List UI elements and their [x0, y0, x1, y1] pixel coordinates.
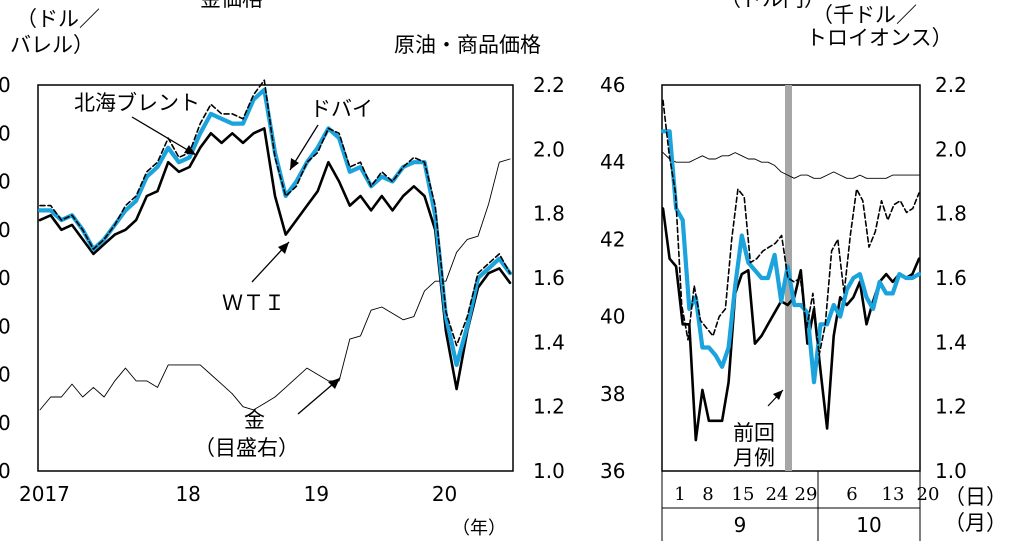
chart-title-left: 金価格 — [200, 0, 263, 11]
left-unit-label-1: （ドル／ — [16, 7, 100, 31]
daily-left-axis-tick-labels: 36 38 40 42 44 46 — [600, 73, 625, 483]
month-tick: 10 — [856, 513, 881, 537]
brent-arrow-head — [184, 145, 196, 155]
gold-arrow-head — [328, 378, 340, 389]
daily-right-axis-tick: 1.6 — [935, 266, 967, 290]
daily-right-axis-tick: 2.0 — [935, 137, 967, 161]
long-term-series — [37, 79, 513, 411]
long-term-series-dashed — [39, 79, 511, 347]
daily-right-axis-tick: 1.8 — [935, 202, 967, 226]
daily-series — [660, 99, 922, 442]
daily-series-thin — [662, 152, 920, 179]
daily-left-axis-tick: 36 — [600, 459, 625, 483]
left-axis-tick: 0 — [0, 218, 11, 242]
day-tick: 6 — [846, 484, 857, 505]
wti-annotation: ＷＴＩ — [222, 291, 285, 315]
chart-title-right: （ドル円） — [720, 0, 825, 11]
previous-report-arrow-head — [773, 390, 783, 400]
year-tick: 19 — [304, 482, 329, 506]
daily-series-dashed — [662, 99, 920, 357]
daily-left-axis-tick: 40 — [600, 305, 625, 329]
gold-axis-tick: 1.0 — [533, 459, 565, 483]
dubai-annotation: ドバイ — [310, 97, 373, 121]
daily-right-axis-tick: 2.2 — [935, 73, 967, 97]
left-axis-tick: 0 — [0, 170, 11, 194]
month-tick-labels: 9 10 — [734, 513, 882, 537]
day-tick: 24 — [766, 484, 789, 505]
gold-axis-tick-labels: 1.0 1.2 1.4 1.6 1.8 2.0 2.2 — [533, 73, 565, 483]
left-axis-tick-labels: 0 0 0 0 0 0 0 0 0 — [0, 73, 11, 483]
left-axis-tick: 0 — [0, 314, 11, 338]
daily-right-axis-tick: 1.0 — [935, 459, 967, 483]
year-tick: 20 — [432, 482, 457, 506]
left-axis-tick: 0 — [0, 459, 11, 483]
year-tick: 2017 — [19, 482, 70, 506]
gold-annotation-2: （目盛右） — [194, 436, 299, 460]
day-unit-label: （日） — [944, 485, 1007, 509]
long-term-series-solid — [38, 127, 512, 391]
dubai-arrow-head — [290, 158, 299, 170]
gold-axis-tick: 1.8 — [533, 202, 565, 226]
daily-left-axis-tick: 46 — [600, 73, 625, 97]
day-tick: 8 — [702, 484, 713, 505]
daily-right-axis-tick: 1.4 — [935, 330, 967, 354]
daily-series-solid-thick — [660, 129, 922, 385]
gold-axis-tick: 2.0 — [533, 137, 565, 161]
day-tick: 20 — [917, 484, 940, 505]
left-axis-tick: 0 — [0, 363, 11, 387]
wti-arrow-head — [278, 242, 289, 254]
daily-left-axis-tick: 38 — [600, 382, 625, 406]
gold-axis-tick: 1.6 — [533, 266, 565, 290]
previous-report-label-1: 前回 — [733, 421, 775, 445]
chart-subtitle: 原油・商品価格 — [394, 33, 541, 57]
gold-axis-tick: 1.2 — [533, 395, 565, 419]
day-tick-labels: 1 8 15 24 29 6 13 20 — [674, 484, 939, 505]
left-axis-tick: 0 — [0, 121, 11, 145]
long-term-series-solid-thick — [37, 87, 513, 367]
right-unit-label-2: トロイオンス） — [806, 26, 953, 50]
day-tick: 1 — [674, 484, 685, 505]
daily-left-axis-tick: 42 — [600, 227, 625, 251]
right-unit-label-1: （千ドル／ — [812, 3, 917, 27]
day-tick: 13 — [882, 484, 905, 505]
left-axis-tick: 0 — [0, 73, 11, 97]
month-unit-label: （月） — [944, 511, 1007, 535]
daily-right-axis-tick-labels: 1.0 1.2 1.4 1.6 1.8 2.0 2.2 — [935, 73, 967, 483]
gold-axis-tick: 1.4 — [533, 330, 565, 354]
long-term-series-thin — [39, 158, 511, 411]
gold-annotation-1: 金 — [244, 408, 265, 432]
day-tick: 29 — [795, 484, 818, 505]
left-unit-label-2: バレル） — [10, 33, 94, 57]
year-tick: 18 — [175, 482, 200, 506]
previous-report-label-2: 月例 — [733, 446, 775, 470]
daily-left-axis-tick: 44 — [600, 150, 625, 174]
left-panel-frame — [37, 84, 514, 472]
day-tick: 15 — [732, 484, 755, 505]
brent-arrow — [131, 116, 197, 156]
brent-annotation: 北海ブレント — [74, 91, 200, 115]
left-axis-tick: 0 — [0, 411, 11, 435]
month-tick: 9 — [734, 513, 747, 537]
year-unit-label: （年） — [452, 518, 506, 539]
year-tick-labels: 2017 18 19 20 — [19, 482, 457, 506]
daily-right-axis-tick: 1.2 — [935, 395, 967, 419]
left-axis-tick: 0 — [0, 266, 11, 290]
gold-axis-tick: 2.2 — [533, 73, 565, 97]
